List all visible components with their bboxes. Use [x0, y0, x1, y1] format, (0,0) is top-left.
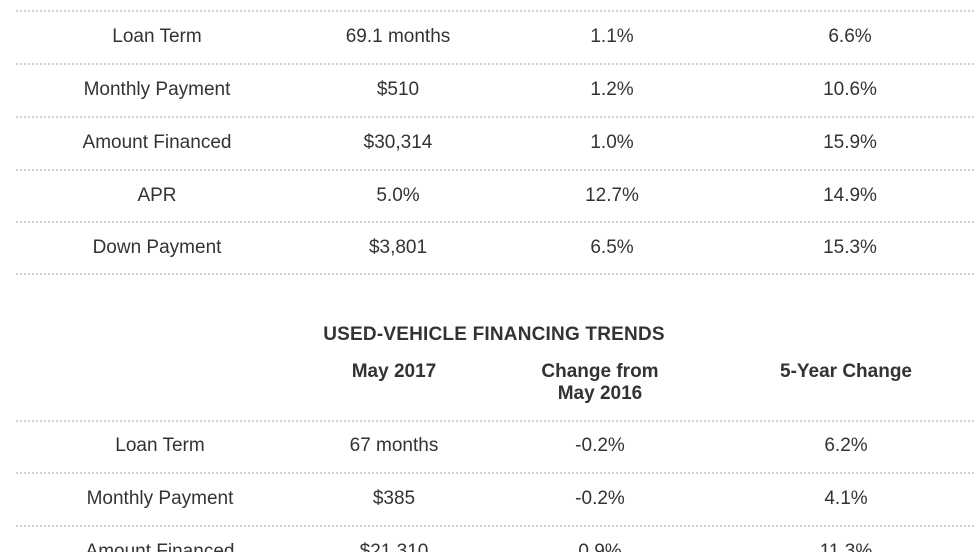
five-year-change: 14.9% — [823, 185, 877, 206]
row-divider — [16, 116, 974, 118]
yoy-change: 6.5% — [590, 237, 634, 258]
row-divider — [16, 525, 974, 527]
metric-label: APR — [137, 185, 177, 206]
yoy-change: 0.9% — [578, 541, 622, 552]
column-header-yoy-line1: Change from — [541, 361, 659, 382]
row-divider — [16, 169, 974, 171]
metric-label: Loan Term — [112, 26, 202, 47]
five-year-change: 15.3% — [823, 237, 877, 258]
table-row: Monthly Payment $385 -0.2% 4.1% — [0, 484, 980, 514]
metric-label: Loan Term — [115, 435, 205, 456]
table-row: Amount Financed $30,314 1.0% 15.9% — [0, 128, 980, 158]
metric-label: Monthly Payment — [83, 79, 231, 100]
five-year-change: 4.1% — [824, 488, 868, 509]
yoy-change: -0.2% — [575, 435, 625, 456]
table-row: APR 5.0% 12.7% 14.9% — [0, 181, 980, 211]
current-value: $30,314 — [363, 132, 433, 153]
five-year-change: 10.6% — [823, 79, 877, 100]
table-row: Amount Financed $21,310 0.9% 11.3% — [0, 537, 980, 552]
current-value: 69.1 months — [345, 26, 451, 47]
metric-label: Amount Financed — [85, 541, 235, 552]
yoy-change: 1.0% — [590, 132, 634, 153]
table-row: Loan Term 69.1 months 1.1% 6.6% — [0, 22, 980, 52]
five-year-change: 6.6% — [828, 26, 872, 47]
current-value: 5.0% — [376, 185, 420, 206]
yoy-change: -0.2% — [575, 488, 625, 509]
five-year-change: 15.9% — [823, 132, 877, 153]
table-title: USED-VEHICLE FINANCING TRENDS — [323, 324, 665, 345]
current-value: $510 — [376, 79, 420, 100]
metric-label: Amount Financed — [82, 132, 232, 153]
table-row: Monthly Payment $510 1.2% 10.6% — [0, 75, 980, 105]
metric-label: Down Payment — [92, 237, 222, 258]
yoy-change: 12.7% — [585, 185, 639, 206]
metric-label: Monthly Payment — [86, 488, 234, 509]
column-header-yoy: Change from May 2016 — [500, 361, 700, 405]
table-row: Loan Term 67 months -0.2% 6.2% — [0, 431, 980, 461]
current-value: $3,801 — [368, 237, 428, 258]
five-year-change: 6.2% — [824, 435, 868, 456]
current-value: $385 — [372, 488, 416, 509]
yoy-change: 1.2% — [590, 79, 634, 100]
table-row: Down Payment $3,801 6.5% 15.3% — [0, 233, 980, 263]
column-header-five-year: 5-Year Change — [780, 361, 912, 382]
row-divider — [16, 472, 974, 474]
row-divider — [16, 63, 974, 65]
five-year-change: 11.3% — [819, 541, 873, 552]
row-divider — [16, 221, 974, 223]
column-header-current: May 2017 — [351, 361, 437, 382]
current-value: $21,310 — [359, 541, 429, 552]
column-header-yoy-line2: May 2016 — [557, 383, 643, 404]
row-divider — [16, 10, 974, 12]
row-divider — [16, 420, 974, 422]
yoy-change: 1.1% — [590, 26, 634, 47]
row-divider — [16, 273, 974, 275]
current-value: 67 months — [349, 435, 439, 456]
